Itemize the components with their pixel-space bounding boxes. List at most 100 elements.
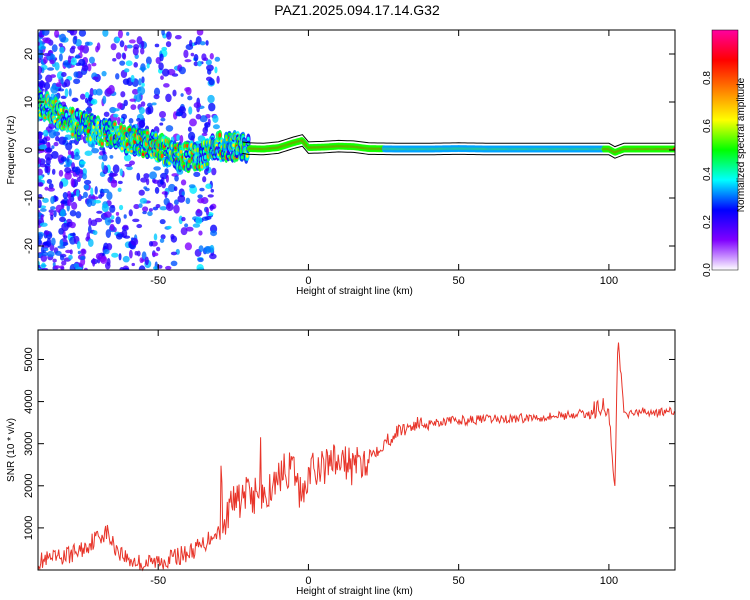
spectrogram-speckle xyxy=(142,211,147,215)
spectrogram-speckle xyxy=(141,251,147,260)
x-tick-label: 50 xyxy=(453,275,465,287)
spectrogram-speckle xyxy=(104,261,111,270)
spectrogram-speckle xyxy=(55,135,60,142)
spectrogram-ridge-core xyxy=(104,125,108,131)
spectrogram-speckle xyxy=(46,250,55,258)
spectrogram-speckle xyxy=(95,253,103,260)
spectrogram-speckle xyxy=(145,56,152,65)
spectrogram-speckle xyxy=(86,232,90,241)
spectrogram-speckle xyxy=(38,267,42,270)
spectrogram-ridge-core xyxy=(113,138,117,144)
spectrogram-speckle xyxy=(148,240,154,247)
spectrogram-speckle xyxy=(160,117,166,122)
spectrogram-speckle xyxy=(51,237,56,246)
spectrogram-speckle xyxy=(193,61,199,67)
spectrogram-speckle xyxy=(138,106,145,115)
spectrogram-speckle xyxy=(204,121,211,128)
spectrogram-speckle xyxy=(146,102,153,108)
spectrogram-speckle xyxy=(203,245,212,254)
spectrogram-speckle xyxy=(159,219,166,225)
spectrogram-speckle xyxy=(102,188,110,194)
y-tick-label: 1000 xyxy=(23,516,35,540)
spectrogram-speckle xyxy=(140,101,146,107)
spectrogram-speckle xyxy=(124,163,133,167)
spectrogram-ridge-core xyxy=(128,127,131,132)
spectrogram-speckle xyxy=(119,168,123,177)
spectrogram-ridge-core xyxy=(185,144,189,148)
spectrogram-speckle xyxy=(64,167,72,174)
spectrogram-speckle xyxy=(38,175,44,180)
spectrogram-speckle xyxy=(43,52,51,57)
spectrogram-speckle xyxy=(46,238,52,248)
colorbar-tick-label: 0.4 xyxy=(702,167,713,181)
spectrogram-speckle xyxy=(49,59,55,65)
y-tick-label: 10 xyxy=(23,96,35,108)
spectrogram-speckle xyxy=(42,249,46,254)
spectrogram-speckle xyxy=(103,211,112,218)
spectrogram-speckle xyxy=(40,251,49,257)
spectrogram-speckle xyxy=(83,184,90,190)
spectrogram-speckle xyxy=(165,125,174,132)
spectrogram-speckle xyxy=(101,70,107,77)
spectrogram-speckle xyxy=(78,58,86,66)
spectrogram-ridge-core xyxy=(142,130,146,134)
spectrogram-speckle xyxy=(110,215,115,220)
snr-xlabel: Height of straight line (km) xyxy=(296,586,413,597)
spectrogram-speckle xyxy=(133,44,140,50)
spectrogram-speckle xyxy=(86,199,93,207)
spectrogram-speckle xyxy=(140,47,145,55)
spectrogram-ridge-core xyxy=(196,147,200,153)
spectrogram-speckle xyxy=(118,204,124,211)
spectrogram-speckle xyxy=(39,208,47,212)
spectrogram-ridge-core xyxy=(75,111,79,117)
spectrogram-speckle xyxy=(116,37,121,42)
spectrogram-speckle xyxy=(59,46,65,54)
spectrogram-speckle xyxy=(145,106,152,115)
spectrogram-ridge-core xyxy=(246,136,250,142)
spectrogram-speckle xyxy=(131,88,139,95)
spectrogram-speckle xyxy=(112,164,120,174)
spectrogram-speckle xyxy=(159,111,167,119)
spectrogram-speckle xyxy=(92,257,96,267)
spectrogram-speckle xyxy=(188,184,196,189)
spectrogram-ridge-core xyxy=(59,108,63,113)
spectrogram-speckle xyxy=(175,112,183,117)
colorbar-gradient xyxy=(711,29,739,271)
spectrogram-speckle xyxy=(39,79,45,88)
spectrogram-speckle xyxy=(58,43,63,47)
spectrogram-speckle xyxy=(79,255,86,261)
spectrogram-speckle xyxy=(187,126,192,132)
spectrogram-speckle xyxy=(193,171,201,177)
spectrogram-speckle xyxy=(196,208,201,214)
spectrogram-speckle xyxy=(212,124,220,130)
spectrogram-speckle xyxy=(39,222,48,227)
spectrogram-speckle xyxy=(137,86,146,96)
spectrogram-speckle xyxy=(119,267,125,270)
spectrogram-speckle xyxy=(122,52,127,60)
spectrogram-speckle xyxy=(136,223,143,229)
spectrogram-speckle xyxy=(73,263,80,269)
spectrogram-speckle xyxy=(184,59,192,63)
spectrogram-speckle xyxy=(118,253,122,261)
spectrogram-speckle xyxy=(53,209,57,218)
spectrogram-speckle xyxy=(174,199,179,206)
spectrogram-speckle xyxy=(93,199,102,204)
spectrogram-speckle xyxy=(61,72,67,77)
colorbar-tick-label: 0.8 xyxy=(702,71,713,85)
x-tick-label: 50 xyxy=(453,575,465,587)
spectrogram-speckle xyxy=(202,176,207,183)
spectrogram-ridge-core xyxy=(188,159,191,164)
spectrogram-speckle xyxy=(90,98,98,105)
spectrogram-speckle xyxy=(55,82,62,88)
spectrogram-speckle xyxy=(90,187,94,196)
spectrogram-speckle xyxy=(121,113,128,120)
spectrogram-speckle xyxy=(38,237,42,245)
spectrogram-speckle xyxy=(160,234,166,240)
x-tick-label: 100 xyxy=(600,275,618,287)
spectrogram-speckle xyxy=(195,113,202,120)
spectrogram-speckle xyxy=(165,174,169,183)
spectrogram-speckle xyxy=(38,150,44,154)
spectrogram-speckle xyxy=(60,156,67,162)
spectrogram-speckle xyxy=(197,198,205,204)
y-tick-label: -20 xyxy=(23,238,35,254)
